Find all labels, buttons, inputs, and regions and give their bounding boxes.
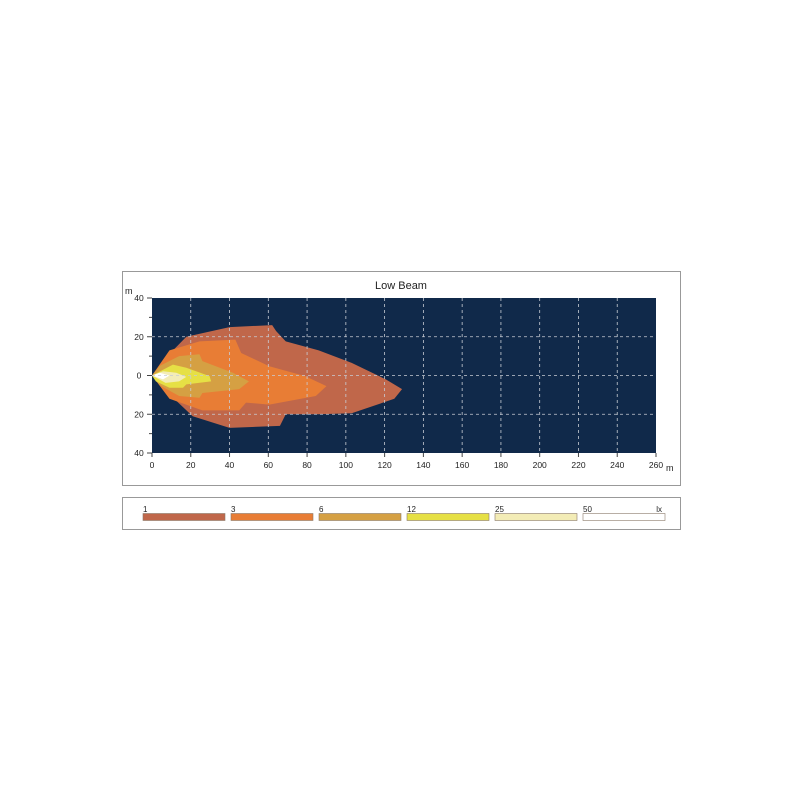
- legend-swatch-50lx: [582, 513, 666, 521]
- x-tick-label: 260: [649, 460, 663, 470]
- legend-label: 25: [495, 505, 504, 514]
- x-tick-label: 60: [264, 460, 274, 470]
- isolux-contour-50lx: [152, 372, 170, 380]
- y-tick-label: 0: [137, 371, 142, 381]
- x-tick-label: 0: [150, 460, 155, 470]
- legend: 1 3 6 12 25 50: [142, 505, 666, 521]
- y-tick-label: 20: [134, 332, 144, 342]
- y-tick-label: 40: [134, 448, 144, 458]
- plot-area: 0 20 40 60 80 100 120 140 160 180 200 220 240 2604020…: [134, 293, 663, 470]
- legend-swatch-25lx: [494, 513, 578, 521]
- x-tick-label: 100: [339, 460, 353, 470]
- legend-swatch-12lx: [406, 513, 490, 521]
- legend-label: 50: [583, 505, 592, 514]
- legend-unit: lx: [656, 505, 662, 514]
- y-axis-unit: m: [125, 286, 133, 296]
- y-tick-label: 40: [134, 293, 144, 303]
- x-tick-label: 160: [455, 460, 469, 470]
- x-tick-label: 80: [302, 460, 312, 470]
- x-tick-label: 220: [571, 460, 585, 470]
- legend-label: 3: [231, 505, 236, 514]
- y-tick-label: 20: [134, 409, 144, 419]
- x-tick-label: 20: [186, 460, 196, 470]
- legend-swatch-3lx: [230, 513, 314, 521]
- legend-label: 1: [143, 505, 148, 514]
- x-tick-label: 180: [494, 460, 508, 470]
- legend-swatch-1lx: [142, 513, 226, 521]
- x-tick-label: 120: [378, 460, 392, 470]
- legend-label: 6: [319, 505, 324, 514]
- chart-title: Low Beam: [375, 280, 427, 292]
- x-tick-label: 200: [533, 460, 547, 470]
- x-axis-unit: m: [666, 463, 674, 473]
- legend-swatch-6lx: [318, 513, 402, 521]
- legend-label: 12: [407, 505, 416, 514]
- x-tick-label: 40: [225, 460, 235, 470]
- x-tick-label: 240: [610, 460, 624, 470]
- x-tick-label: 140: [416, 460, 430, 470]
